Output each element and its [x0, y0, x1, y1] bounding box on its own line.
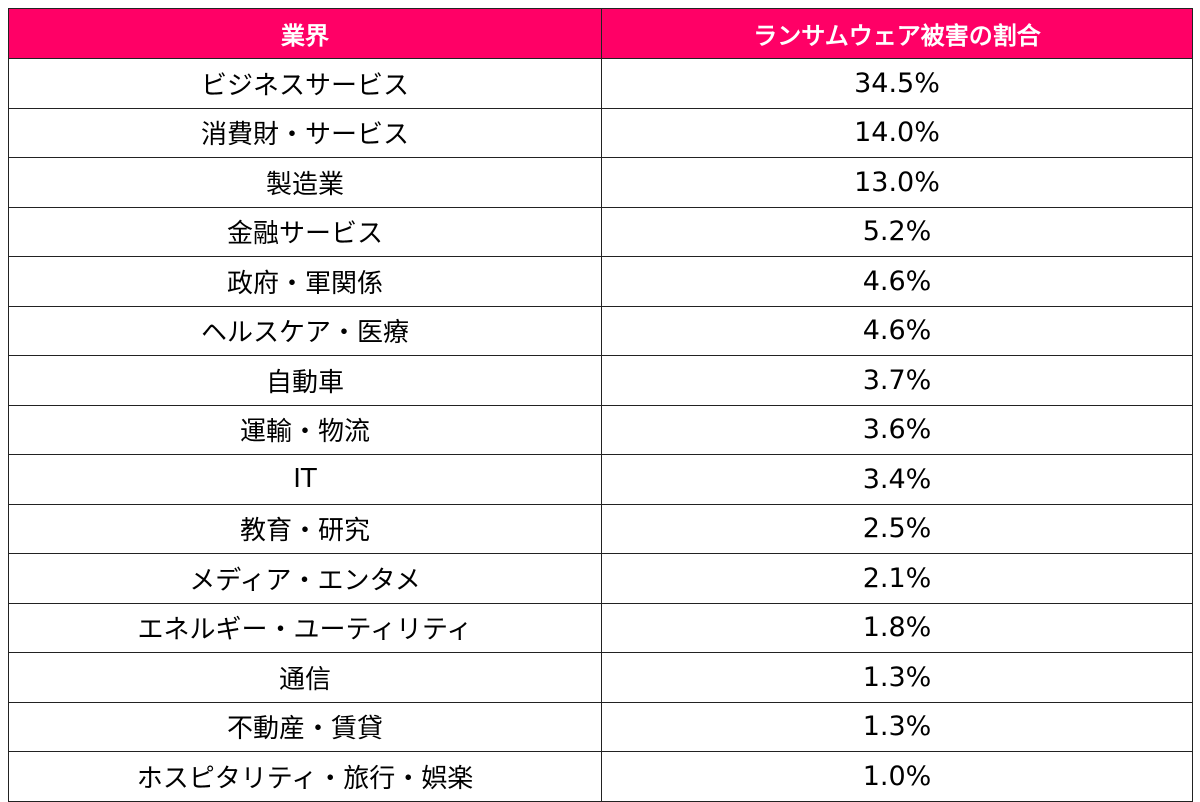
share-cell: 2.5%	[601, 503, 1193, 554]
share-cell: 13.0%	[601, 157, 1193, 208]
share-cell: 1.0%	[601, 751, 1193, 802]
ransomware-industry-table: 業界 ランサムウェア被害の割合 ビジネスサービス 34.5% 消費財・サービス …	[8, 8, 1193, 802]
industry-cell: 自動車	[8, 355, 602, 406]
table-row: 通信 1.3%	[8, 652, 1193, 703]
share-cell: 4.6%	[601, 305, 1193, 356]
industry-cell: 金融サービス	[8, 206, 602, 257]
share-cell: 3.6%	[601, 404, 1193, 455]
industry-cell: 不動産・賃貸	[8, 701, 602, 752]
table-header: 業界 ランサムウェア被害の割合	[8, 8, 1193, 59]
share-cell: 34.5%	[601, 58, 1193, 109]
share-cell: 2.1%	[601, 553, 1193, 604]
industry-cell: メディア・エンタメ	[8, 553, 602, 604]
industry-cell: エネルギー・ユーティリティ	[8, 602, 602, 653]
table-row: IT 3.4%	[8, 454, 1193, 505]
share-cell: 5.2%	[601, 206, 1193, 257]
table-row: ホスピタリティ・旅行・娯楽 1.0%	[8, 751, 1193, 802]
table-row: 運輸・物流 3.6%	[8, 404, 1193, 455]
table-body: ビジネスサービス 34.5% 消費財・サービス 14.0% 製造業 13.0% …	[8, 58, 1193, 802]
table-row: 自動車 3.7%	[8, 355, 1193, 406]
industry-cell: IT	[8, 454, 602, 505]
table-row: 教育・研究 2.5%	[8, 503, 1193, 554]
industry-cell: 通信	[8, 652, 602, 703]
share-cell: 3.4%	[601, 454, 1193, 505]
industry-cell: 政府・軍関係	[8, 256, 602, 307]
ransomware-industry-table-container: 業界 ランサムウェア被害の割合 ビジネスサービス 34.5% 消費財・サービス …	[8, 8, 1193, 802]
industry-cell: 製造業	[8, 157, 602, 208]
table-row: 不動産・賃貸 1.3%	[8, 701, 1193, 752]
table-row: 金融サービス 5.2%	[8, 206, 1193, 257]
share-cell: 4.6%	[601, 256, 1193, 307]
table-row: 政府・軍関係 4.6%	[8, 256, 1193, 307]
table-row: ヘルスケア・医療 4.6%	[8, 305, 1193, 356]
table-row: 消費財・サービス 14.0%	[8, 107, 1193, 158]
share-cell: 1.3%	[601, 652, 1193, 703]
table-row: ビジネスサービス 34.5%	[8, 58, 1193, 109]
industry-cell: 消費財・サービス	[8, 107, 602, 158]
header-row: 業界 ランサムウェア被害の割合	[8, 8, 1193, 59]
header-ransomware-share: ランサムウェア被害の割合	[601, 8, 1193, 59]
industry-cell: ビジネスサービス	[8, 58, 602, 109]
share-cell: 1.8%	[601, 602, 1193, 653]
share-cell: 3.7%	[601, 355, 1193, 406]
table-row: エネルギー・ユーティリティ 1.8%	[8, 602, 1193, 653]
industry-cell: ホスピタリティ・旅行・娯楽	[8, 751, 602, 802]
share-cell: 1.3%	[601, 701, 1193, 752]
table-row: 製造業 13.0%	[8, 157, 1193, 208]
industry-cell: ヘルスケア・医療	[8, 305, 602, 356]
industry-cell: 運輸・物流	[8, 404, 602, 455]
table-row: メディア・エンタメ 2.1%	[8, 553, 1193, 604]
share-cell: 14.0%	[601, 107, 1193, 158]
industry-cell: 教育・研究	[8, 503, 602, 554]
header-industry: 業界	[8, 8, 602, 59]
